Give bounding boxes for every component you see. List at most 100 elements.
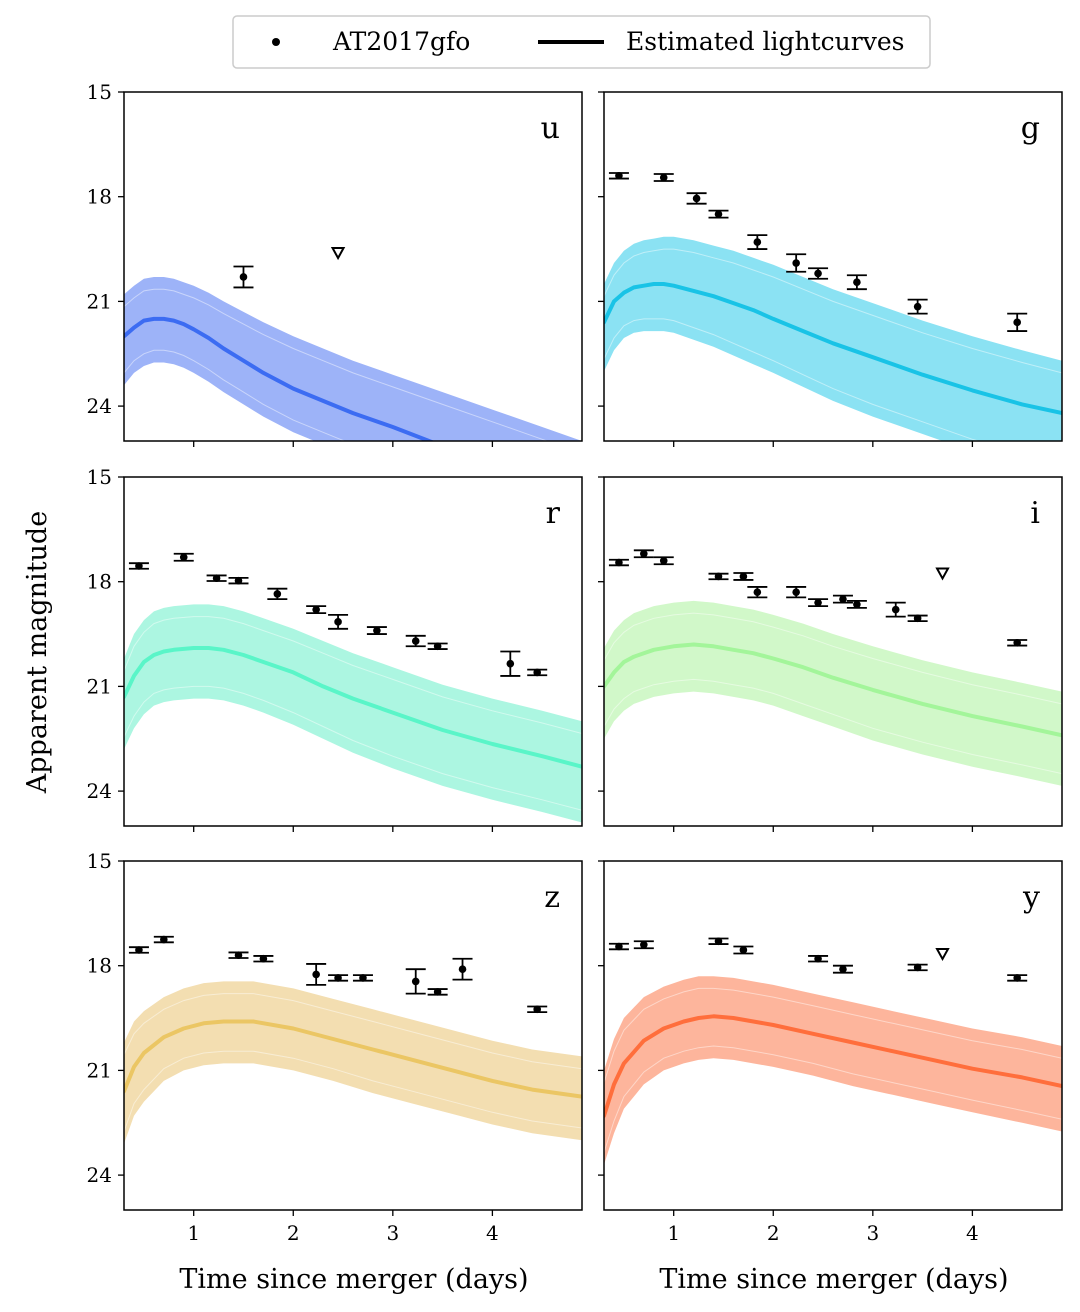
y-tick-label-z-24: 24 (87, 1163, 112, 1187)
band-inner-edge-lower-y (604, 987, 1062, 1083)
observation-r-6 (328, 613, 349, 630)
band-inner-edge-lower-u (124, 288, 549, 441)
data-point-r-7 (373, 626, 381, 635)
observation-g-4 (747, 234, 768, 250)
uncertainty-band-u (124, 277, 582, 441)
band-label-y: y (1022, 880, 1040, 915)
data-point-z-2 (234, 951, 243, 960)
x-axis-title-left: Time since merger (days) (179, 1264, 528, 1295)
plot-area-u (124, 247, 582, 441)
y-tick-label-u-18: 18 (87, 185, 112, 209)
x-tick-label-z-3: 3 (386, 1221, 399, 1245)
y-tick-label-r-24: 24 (87, 779, 112, 803)
band-inner-edge-lower-g (604, 248, 1062, 374)
data-point-g-1 (659, 173, 668, 182)
panel-y: 1 2 3 4 y (598, 860, 1063, 1245)
observation-g-1 (653, 173, 674, 182)
observation-y-1 (633, 940, 654, 950)
legend-label-observations: AT2017gfo (332, 27, 470, 56)
uncertainty-band-y (604, 976, 1062, 1165)
observation-i-9 (846, 599, 867, 609)
plot-area-g (604, 171, 1062, 441)
observation-r-1 (173, 552, 194, 562)
observation-z-10 (527, 1005, 548, 1014)
x-axis-title-right: Time since merger (days) (659, 1264, 1008, 1295)
observation-g-5 (786, 253, 807, 273)
observation-y-4 (808, 954, 829, 963)
model-line-y (604, 1014, 1062, 1118)
panel-u: 15 18 21 24 u (87, 80, 583, 447)
data-point-r-2 (212, 574, 221, 583)
uncertainty-band-i (604, 600, 1062, 786)
y-tick-label-r-21: 21 (87, 674, 112, 698)
band-label-u: u (541, 111, 560, 146)
model-line-r (124, 646, 582, 769)
data-point-i-2 (659, 556, 668, 565)
data-point-g-7 (853, 278, 861, 287)
observation-y-3 (733, 945, 754, 955)
observation-z-1 (153, 935, 174, 944)
data-point-y-0 (615, 942, 623, 951)
uncertainty-band-g (604, 236, 1062, 441)
plot-area-z (124, 935, 582, 1144)
band-inner-edge-upper-i (604, 678, 1062, 775)
observation-g-8 (907, 298, 928, 315)
observation-z-8 (427, 988, 448, 996)
data-point-g-9 (1013, 318, 1021, 327)
data-point-z-10 (533, 1005, 541, 1014)
band-inner-edge-lower-r (124, 616, 582, 734)
observation-i-1 (633, 549, 654, 559)
observation-r-5 (306, 605, 327, 615)
upper-limit-i-0 (935, 567, 950, 581)
observation-y-5 (832, 964, 853, 974)
y-tick-label-u-15: 15 (87, 80, 112, 104)
data-point-y-2 (714, 937, 723, 946)
legend-label-estimated: Estimated lightcurves (626, 27, 904, 56)
data-point-i-0 (615, 558, 623, 567)
y-tick-label-z-18: 18 (87, 954, 112, 978)
observation-r-7 (366, 626, 387, 635)
data-point-i-4 (739, 572, 748, 581)
data-point-z-0 (135, 946, 143, 954)
observation-i-10 (885, 601, 906, 618)
observation-i-3 (708, 572, 729, 581)
uncertainty-band-r (124, 604, 582, 823)
panel-i: i (598, 476, 1063, 832)
observation-y-2 (708, 937, 729, 946)
observation-z-3 (253, 954, 274, 963)
data-point-z-4 (312, 970, 320, 979)
observation-y-7 (1007, 974, 1028, 982)
observation-i-6 (786, 586, 807, 599)
band-inner-edge-lower-i (604, 612, 1062, 705)
observation-z-7 (405, 968, 426, 995)
panel-z: 15 18 21 24 1 2 3 4 z (87, 849, 583, 1245)
data-point-i-8 (839, 595, 847, 603)
data-point-r-3 (234, 576, 243, 585)
data-point-r-0 (135, 562, 143, 570)
data-point-g-3 (714, 210, 723, 218)
observation-i-0 (608, 558, 629, 567)
observation-g-9 (1007, 312, 1028, 332)
data-point-g-4 (753, 238, 762, 246)
band-inner-edge-lower-z (124, 993, 582, 1070)
data-point-i-7 (814, 598, 822, 607)
panel-frame-y (603, 860, 1063, 1211)
data-point-i-12 (1013, 638, 1021, 647)
observation-z-2 (228, 951, 249, 960)
observation-i-7 (808, 598, 829, 608)
panels-root: 15 18 21 24 u g 15 18 21 24 r i 15 18 21 24 1 2 3 4 z 1 2 3 4 y (87, 80, 1063, 1245)
data-point-z-8 (433, 988, 442, 996)
observation-r-4 (267, 587, 288, 601)
observation-r-8 (405, 634, 426, 648)
data-point-z-5 (334, 974, 342, 982)
panel-r: 15 18 21 24 r (87, 465, 583, 832)
data-point-r-4 (273, 590, 282, 598)
data-point-y-7 (1013, 974, 1021, 982)
data-point-g-6 (814, 269, 822, 278)
y-axis-title: Apparent magnitude (22, 511, 53, 794)
panel-frame-g (603, 91, 1063, 442)
panel-frame-r (123, 476, 583, 827)
plot-area-i (604, 549, 1062, 786)
observation-g-6 (808, 267, 829, 280)
data-point-r-1 (179, 553, 188, 562)
